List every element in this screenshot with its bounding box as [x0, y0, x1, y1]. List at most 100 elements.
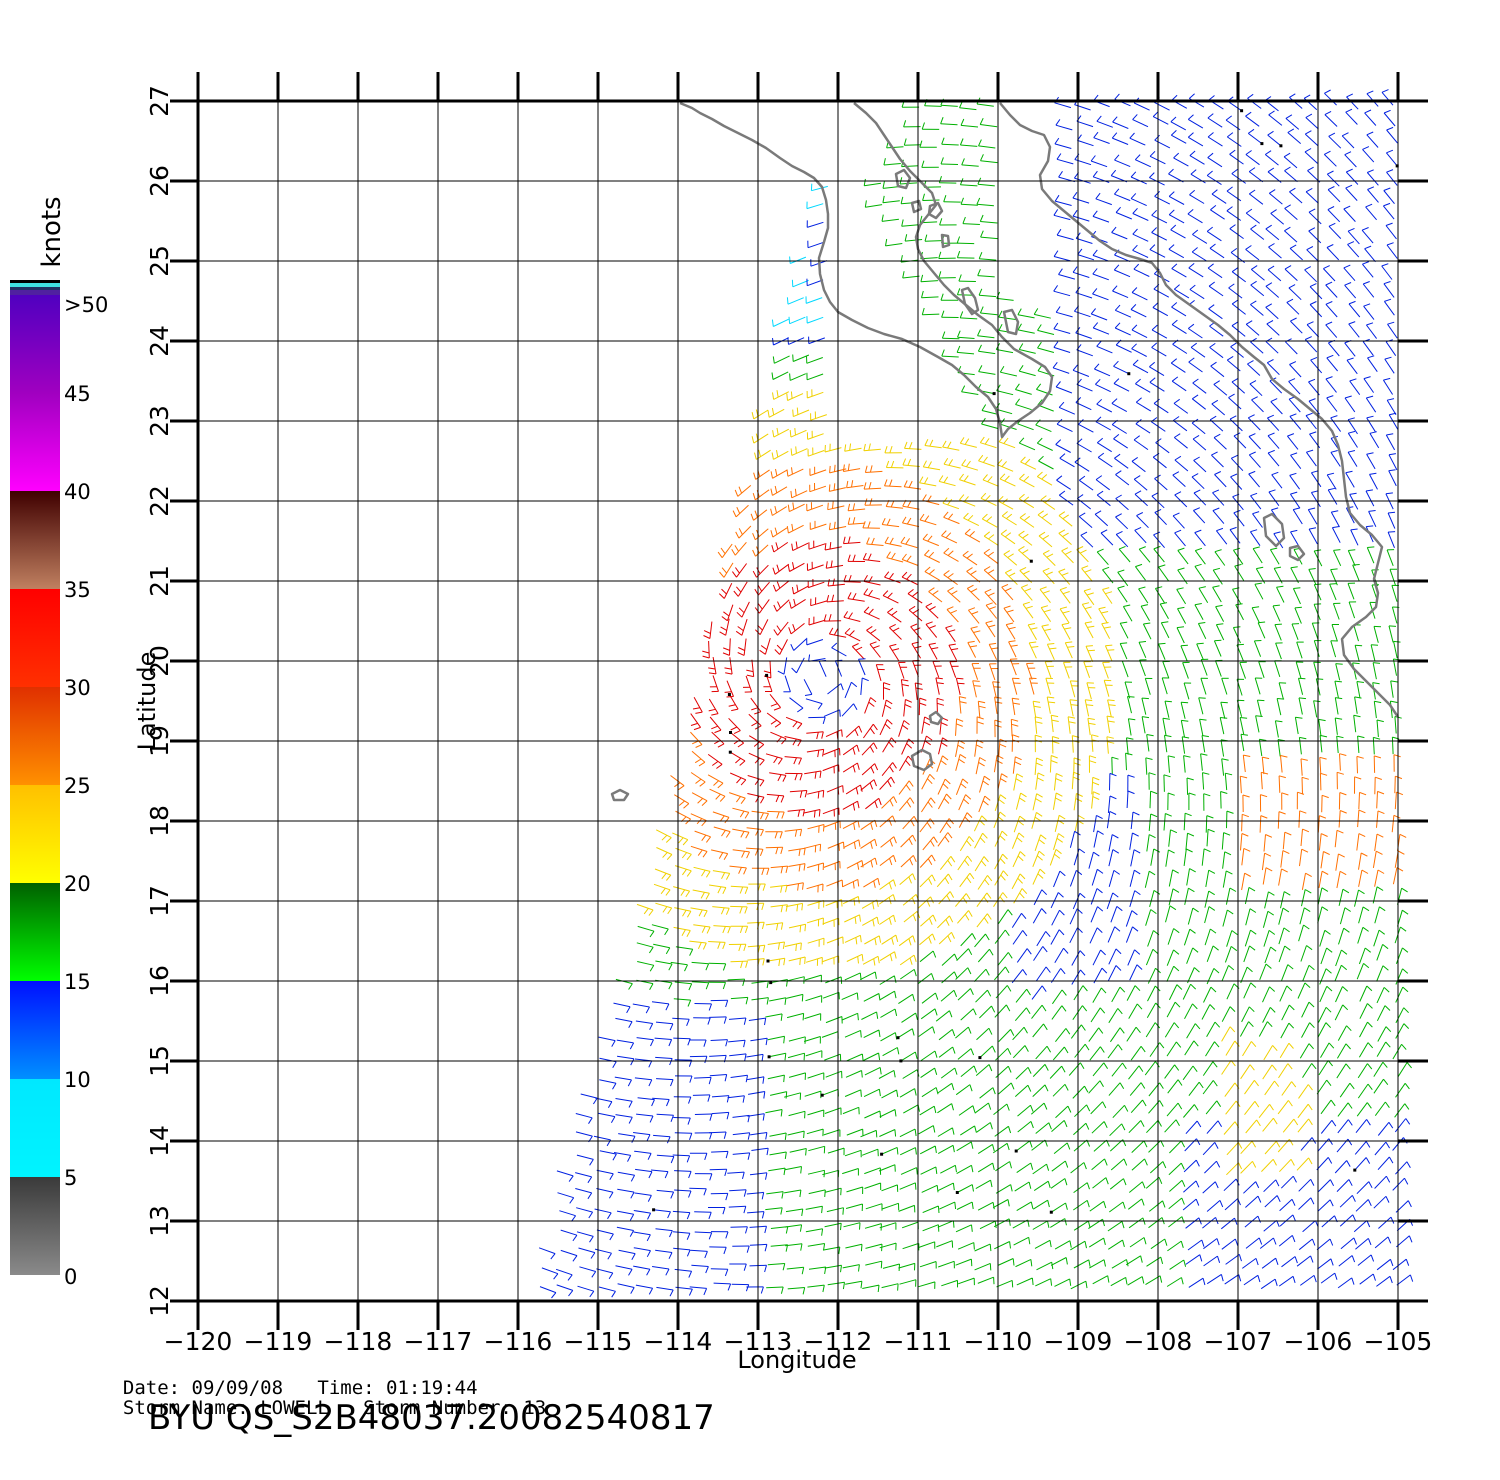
- wind-barb-feather: [1151, 227, 1157, 233]
- wind-barb: [1387, 531, 1395, 548]
- wind-barb-feather: [1214, 1021, 1221, 1028]
- wind-barb-feather: [1096, 888, 1103, 894]
- wind-barb: [1337, 1025, 1347, 1041]
- wind-barb-feather: [1297, 791, 1305, 795]
- wind-barb: [1319, 773, 1322, 791]
- wind-barb-feather: [951, 1029, 956, 1037]
- wind-barb: [1070, 1024, 1082, 1039]
- wind-barb-feather: [1176, 984, 1183, 990]
- wind-barb-feather: [1171, 376, 1179, 382]
- wind-barb: [730, 885, 748, 888]
- wind-barb-feather: [1255, 1258, 1259, 1266]
- wind-barb-feather: [981, 860, 987, 867]
- wind-barb: [1210, 365, 1225, 378]
- wind-barb: [937, 915, 950, 929]
- wind-barb-feather: [1011, 723, 1019, 727]
- wind-barb: [1046, 644, 1055, 661]
- wind-barb: [1183, 1180, 1197, 1193]
- wind-barb: [1053, 773, 1057, 791]
- wind-barb-feather: [666, 854, 673, 861]
- wind-barb: [727, 1095, 745, 1099]
- wind-barb-feather: [842, 785, 844, 793]
- wind-barb: [1083, 661, 1091, 678]
- wind-barb-feather: [1176, 626, 1185, 629]
- wind-barb: [1146, 1256, 1162, 1267]
- wind-barb-feather: [1251, 1140, 1257, 1148]
- wind-barb: [977, 1162, 993, 1173]
- wind-barb: [960, 317, 978, 320]
- wind-barb-feather: [1177, 1079, 1183, 1086]
- wind-barb: [1081, 604, 1092, 620]
- wind-barb-feather: [942, 497, 948, 504]
- wind-barb: [1269, 380, 1283, 394]
- wind-barb-feather: [796, 584, 799, 592]
- wind-barb-feather: [704, 1251, 708, 1259]
- wind-barb: [579, 1266, 596, 1272]
- wind-barb-feather: [1386, 169, 1394, 173]
- wind-barb: [807, 824, 825, 830]
- wind-barb-feather: [777, 774, 782, 782]
- wind-barb-feather: [668, 982, 673, 990]
- wind-barb-feather: [739, 926, 744, 934]
- wind-barb: [822, 917, 839, 925]
- wind-barb: [1134, 566, 1146, 581]
- wind-barb: [904, 447, 922, 450]
- wind-barb: [732, 807, 749, 813]
- wind-barb: [841, 703, 854, 717]
- wind-barb-feather: [725, 1151, 729, 1159]
- wind-barb: [1068, 1062, 1081, 1076]
- wind-barb: [919, 1261, 937, 1268]
- wind-barb: [901, 224, 919, 227]
- wind-barb: [748, 735, 765, 745]
- wind-barb: [808, 619, 826, 626]
- wind-barb: [974, 1102, 989, 1114]
- wind-barb-feather: [1099, 1046, 1105, 1053]
- wind-barb: [1130, 849, 1135, 867]
- wind-barb-feather: [725, 1193, 729, 1201]
- wind-barb-feather: [995, 701, 1003, 704]
- wind-barb-feather: [1182, 736, 1190, 739]
- wind-barb: [788, 1072, 806, 1078]
- wind-barb-feather: [1336, 771, 1344, 775]
- wind-barb: [784, 756, 802, 759]
- wind-barb-feather: [1273, 1237, 1277, 1245]
- wind-barb: [902, 894, 917, 906]
- wind-barb-feather: [1271, 1064, 1277, 1071]
- wind-barb: [1113, 365, 1130, 375]
- wind-barb-feather: [1010, 644, 1018, 647]
- wind-barb-feather: [1022, 533, 1029, 539]
- wind-barb-feather: [920, 274, 924, 282]
- wind-barb-feather: [1176, 587, 1184, 590]
- wind-barb-feather: [1084, 1043, 1090, 1051]
- wind-barb-feather: [782, 775, 787, 782]
- wind-barb-feather: [1004, 532, 1012, 538]
- wind-barb-feather: [771, 545, 775, 553]
- wind-barb: [821, 1031, 839, 1038]
- wind-barb-feather: [1101, 622, 1109, 625]
- wind-barb-feather: [1306, 246, 1314, 251]
- wind-barb-feather: [908, 480, 913, 488]
- wind-barb-feather: [1408, 1235, 1413, 1243]
- wind-barb-feather: [994, 1221, 997, 1229]
- wind-barb: [1326, 247, 1340, 261]
- wind-barb: [914, 682, 918, 700]
- wind-barb: [997, 909, 1009, 924]
- wind-barb-feather: [1249, 189, 1256, 195]
- wind-barb-feather: [702, 650, 710, 654]
- wind-barb: [775, 580, 790, 592]
- wind-barb: [1045, 678, 1051, 695]
- wind-barb: [1083, 590, 1095, 606]
- wind-barb: [707, 774, 724, 784]
- wind-barb: [1109, 1178, 1124, 1190]
- wind-barb: [693, 696, 703, 713]
- wind-barb: [1374, 869, 1379, 887]
- wind-barb: [902, 1069, 918, 1079]
- wind-barb-feather: [1073, 757, 1081, 761]
- wind-barb: [863, 993, 880, 1002]
- wind-barb-feather: [1149, 377, 1156, 383]
- wind-barb: [1164, 1119, 1177, 1133]
- wind-barb: [1317, 887, 1323, 905]
- wind-barb: [1172, 474, 1186, 487]
- wind-barb: [1235, 604, 1244, 621]
- wind-barb-feather: [1058, 268, 1063, 275]
